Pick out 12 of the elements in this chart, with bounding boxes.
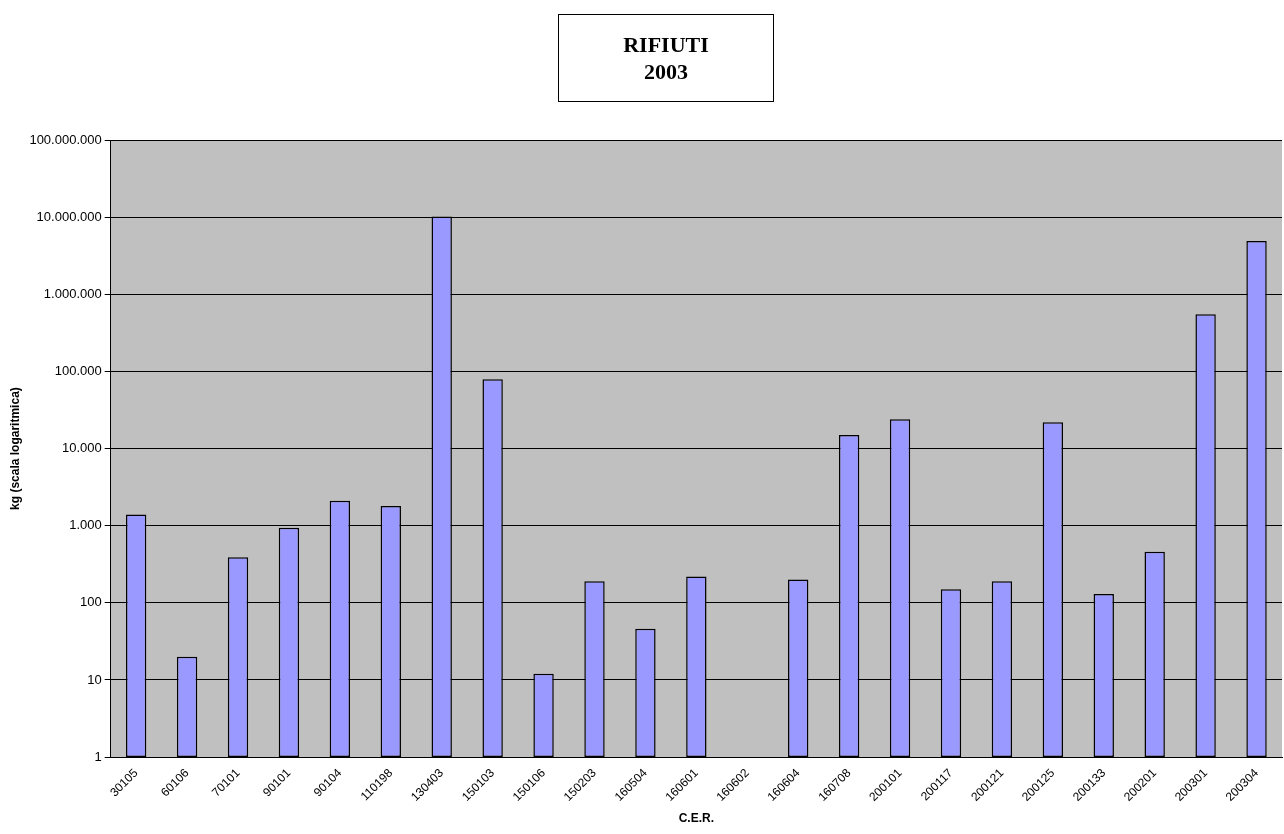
chart-title: RIFIUTI 2003 xyxy=(558,14,774,102)
y-tick-label: 1 xyxy=(94,748,102,764)
y-tick-label: 10.000.000 xyxy=(36,208,102,224)
y-axis-title: kg (scala logaritmica) xyxy=(7,387,22,510)
y-tick-label: 1.000 xyxy=(69,517,102,533)
y-tick-label: 1.000.000 xyxy=(43,285,102,301)
y-tick-label: 10 xyxy=(87,671,102,687)
x-axis-title: C.E.R. xyxy=(678,811,715,826)
y-tick-label: 100.000.000 xyxy=(29,131,102,147)
y-tick-label: 100 xyxy=(79,594,102,610)
y-tick-label: 100.000 xyxy=(54,362,102,378)
y-tick-label: 10.000 xyxy=(61,440,102,456)
